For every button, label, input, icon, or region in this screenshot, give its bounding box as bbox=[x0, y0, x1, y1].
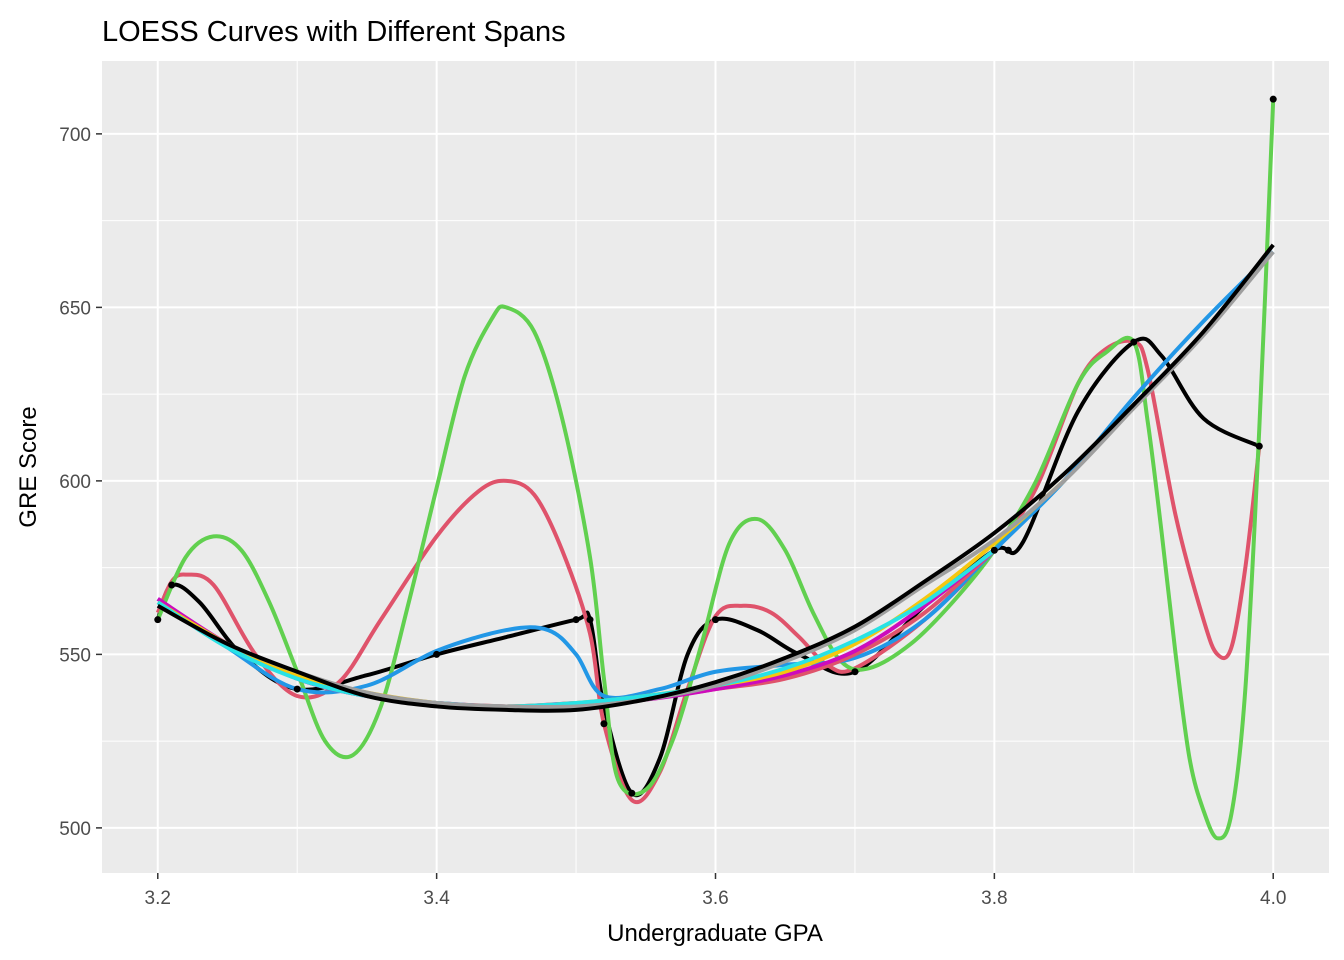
data-point bbox=[1255, 442, 1263, 450]
y-tick-label: 500 bbox=[59, 819, 91, 840]
loess-curve-10 bbox=[156, 243, 1275, 713]
data-point bbox=[712, 616, 719, 624]
data-point bbox=[572, 616, 580, 624]
loess-curve-9 bbox=[156, 250, 1275, 710]
data-points bbox=[154, 95, 1277, 797]
loess-curve-2 bbox=[155, 338, 1262, 805]
data-point bbox=[628, 789, 636, 797]
x-tick-label: 4.0 bbox=[1260, 888, 1286, 909]
data-point bbox=[586, 616, 594, 624]
y-tick-label: 650 bbox=[59, 298, 91, 319]
x-tick-label: 3.2 bbox=[145, 888, 171, 909]
data-point bbox=[1004, 546, 1012, 554]
data-point bbox=[600, 720, 608, 728]
grid-lines bbox=[102, 61, 1329, 873]
y-tick-label: 700 bbox=[59, 125, 91, 146]
loess-curve-8 bbox=[156, 548, 996, 709]
loess-curves bbox=[155, 99, 1276, 841]
loess-curve-3 bbox=[155, 99, 1276, 841]
y-tick-label: 550 bbox=[59, 645, 91, 666]
x-tick-label: 3.8 bbox=[981, 888, 1007, 909]
data-point bbox=[990, 546, 998, 554]
x-axis-title: Undergraduate GPA bbox=[607, 920, 823, 947]
data-point bbox=[154, 616, 162, 624]
y-axis-title: GRE Score bbox=[15, 406, 42, 527]
data-point bbox=[851, 668, 859, 676]
x-tick-label: 3.4 bbox=[423, 888, 450, 909]
chart-title: LOESS Curves with Different Spans bbox=[102, 16, 566, 48]
axes: 3.2 3.4 3.6 3.8 4.0 500 550 600 650 700 bbox=[59, 125, 1286, 909]
data-point bbox=[293, 685, 301, 693]
data-point bbox=[1130, 338, 1138, 346]
data-point bbox=[168, 581, 176, 589]
data-point bbox=[1269, 95, 1277, 103]
y-tick-label: 600 bbox=[59, 472, 91, 493]
x-tick-label: 3.6 bbox=[702, 888, 728, 909]
data-point bbox=[433, 650, 441, 658]
